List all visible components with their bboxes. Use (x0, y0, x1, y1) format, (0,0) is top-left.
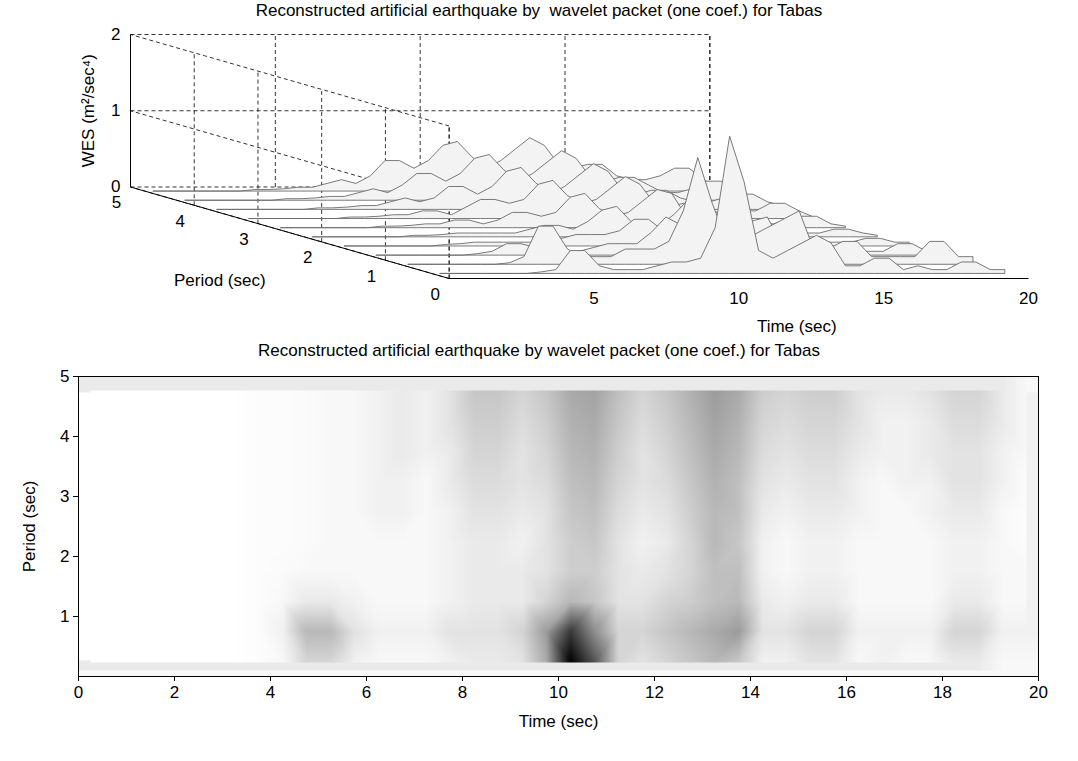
svg-text:8: 8 (458, 683, 467, 702)
svg-text:0: 0 (74, 683, 83, 702)
svg-text:2: 2 (111, 25, 120, 44)
svg-text:2: 2 (60, 547, 69, 566)
svg-text:5: 5 (111, 193, 122, 213)
svg-text:20: 20 (1029, 683, 1048, 702)
svg-text:1: 1 (111, 101, 120, 120)
html-text:Reconstructed artificial earth: Reconstructed artificial earthquake by w… (255, 1, 823, 20)
svg-text:0: 0 (111, 177, 120, 196)
svg-text:3: 3 (239, 230, 248, 249)
svg-text:0: 0 (430, 285, 439, 304)
svg-text:2: 2 (303, 248, 312, 267)
svg-text:4: 4 (266, 683, 275, 702)
svg-text:Period (sec): Period (sec) (174, 271, 266, 290)
svg-text:6: 6 (362, 683, 371, 702)
svg-text:Period (sec): Period (sec) (20, 481, 39, 573)
svg-text:1: 1 (367, 267, 376, 286)
svg-text:16: 16 (837, 683, 856, 702)
svg-text:1: 1 (60, 607, 69, 626)
svg-text:10: 10 (729, 289, 748, 308)
svg-text:5: 5 (60, 367, 69, 386)
svg-text:Time (sec): Time (sec) (757, 317, 837, 336)
svg-text:18: 18 (933, 683, 952, 702)
svg-text:WES (m²/sec⁴): WES (m²/sec⁴) (79, 54, 98, 167)
svg-text:3: 3 (60, 487, 69, 506)
svg-text:10: 10 (549, 683, 568, 702)
svg-text:14: 14 (741, 683, 760, 702)
svg-text:12: 12 (645, 683, 664, 702)
svg-text:Time (sec): Time (sec) (519, 712, 599, 731)
svg-text:2: 2 (170, 683, 179, 702)
svg-text:4: 4 (60, 427, 69, 446)
svg-text:20: 20 (1019, 289, 1038, 308)
html-text:Reconstructed artificial earth: Reconstructed artificial earthquake by w… (258, 341, 820, 360)
svg-text:5: 5 (589, 289, 598, 308)
svg-text:4: 4 (175, 212, 184, 231)
svg-text:15: 15 (874, 289, 893, 308)
